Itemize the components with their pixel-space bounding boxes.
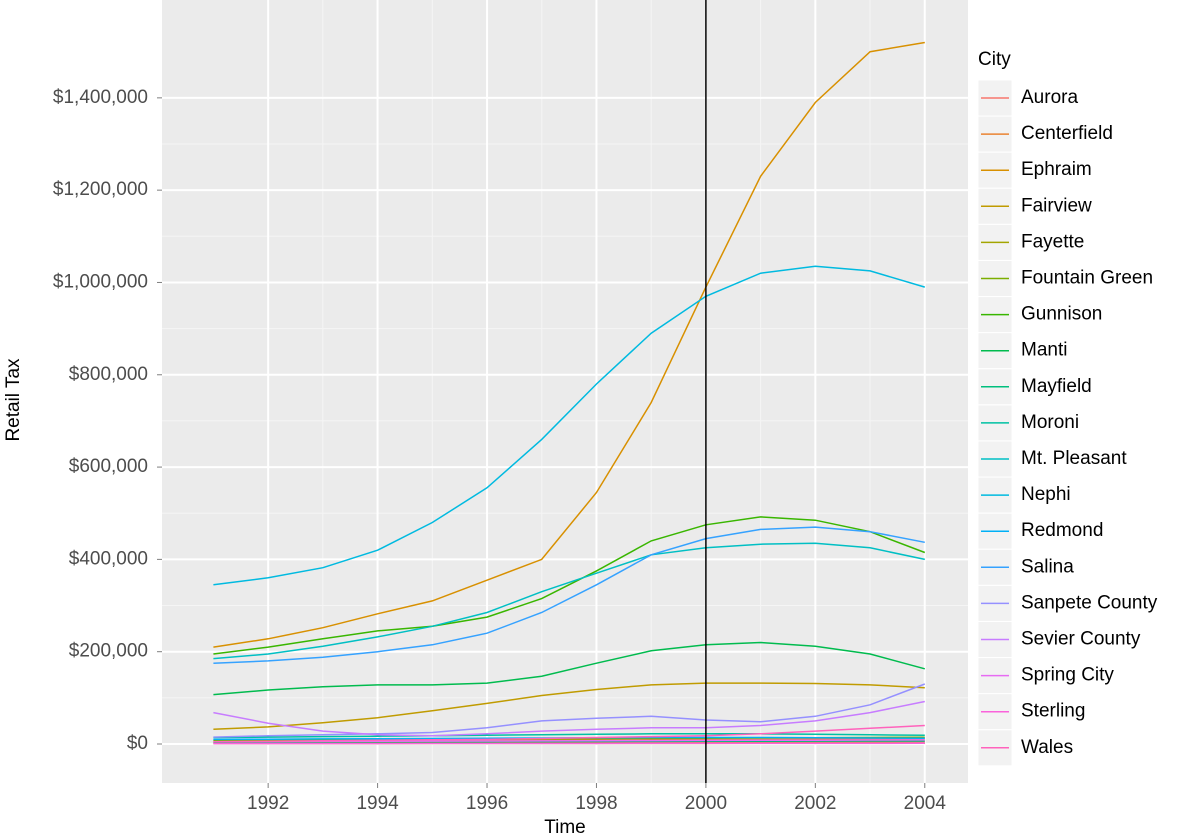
legend-label: Salina (1021, 556, 1074, 577)
x-tick-label: 1996 (466, 793, 508, 814)
series-line (213, 733, 925, 739)
legend-label: Mayfield (1021, 376, 1092, 397)
legend-label: Spring City (1021, 665, 1114, 686)
y-tick-label: $1,400,000 (53, 87, 148, 108)
legend-label: Mt. Pleasant (1021, 448, 1127, 469)
y-tick-label: $400,000 (69, 548, 148, 569)
x-tick-label: 1994 (356, 793, 399, 814)
legend-label: Centerfield (1021, 123, 1113, 144)
y-tick-label: $600,000 (69, 456, 148, 477)
legend-label: Gunnison (1021, 304, 1102, 325)
y-tick-label: $800,000 (69, 364, 148, 385)
x-tick-label: 2004 (904, 793, 947, 814)
series-line (213, 683, 926, 738)
legend-label: Sevier County (1021, 629, 1141, 650)
series-line (213, 700, 925, 737)
legend-label: Fayette (1021, 231, 1084, 252)
legend-label: Sterling (1021, 701, 1085, 722)
legend-label: Manti (1021, 340, 1067, 361)
legend-label: Fairview (1021, 195, 1092, 216)
legend-label: Ephraim (1021, 159, 1092, 180)
legend-label: Moroni (1021, 412, 1079, 433)
legend-label: Aurora (1021, 87, 1078, 108)
series-line (213, 641, 925, 696)
legend-title: City (978, 49, 1011, 70)
x-axis-label: Time (544, 817, 586, 838)
legend-label: Fountain Green (1021, 268, 1153, 289)
y-tick-label: $1,000,000 (53, 271, 148, 292)
series-line (213, 724, 925, 743)
series-line (213, 682, 925, 730)
series-line (213, 526, 925, 664)
y-axis-label: Retail Tax (3, 358, 24, 442)
series-line (213, 265, 926, 586)
series-line (213, 542, 925, 660)
legend-label: Nephi (1021, 484, 1071, 505)
plot-panel (162, 0, 968, 783)
y-tick-label: $1,200,000 (53, 179, 148, 200)
x-tick-label: 2002 (794, 793, 836, 814)
legend-label: Redmond (1021, 520, 1103, 541)
y-tick-label: $0 (127, 733, 148, 754)
x-tick-label: 1998 (575, 793, 617, 814)
x-tick-label: 1992 (247, 793, 289, 814)
legend-label: Wales (1021, 737, 1073, 758)
x-tick-label: 2000 (685, 793, 727, 814)
series-line (213, 516, 926, 655)
legend-label: Sanpete County (1021, 592, 1158, 613)
series-line (213, 41, 925, 648)
y-tick-label: $200,000 (69, 641, 148, 662)
